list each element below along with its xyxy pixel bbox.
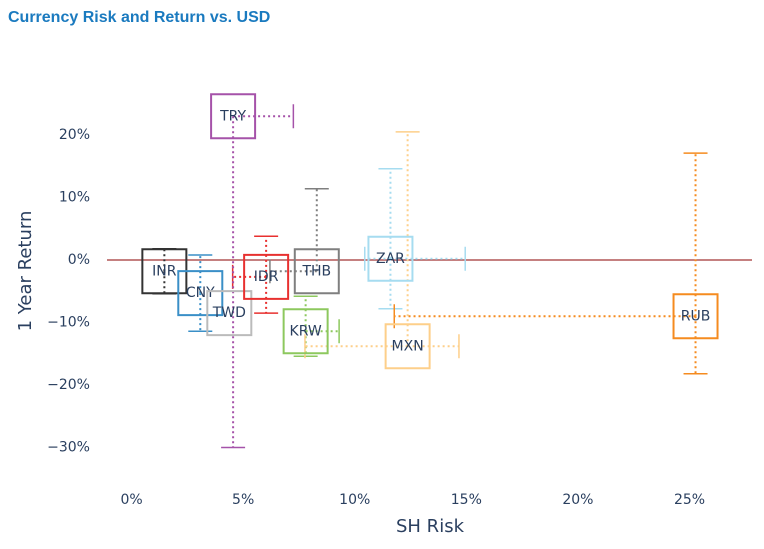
x-tick-label: 25% xyxy=(674,492,705,508)
y-tick-label: 0% xyxy=(68,252,90,268)
point-label: CNY xyxy=(186,285,215,301)
point-label: MXN xyxy=(392,338,424,354)
y-tick-label: −30% xyxy=(47,440,90,456)
x-axis-title: SH Risk xyxy=(396,516,465,537)
point-label: THB xyxy=(301,263,331,279)
point xyxy=(210,93,257,140)
point xyxy=(384,323,431,370)
x-tick-label: 15% xyxy=(451,492,482,508)
point-label: KRW xyxy=(290,323,322,339)
y-tick-label: 20% xyxy=(59,127,90,143)
point-label: RUB xyxy=(681,308,711,324)
y-tick-label: −20% xyxy=(47,377,90,393)
chart-title: Currency Risk and Return vs. USD xyxy=(8,9,270,26)
y-tick-label: 10% xyxy=(59,190,90,206)
point xyxy=(293,248,340,295)
point xyxy=(672,293,719,340)
point xyxy=(243,253,290,300)
point-label: IDR xyxy=(254,269,279,285)
x-tick-label: 20% xyxy=(562,492,593,508)
point xyxy=(206,290,253,337)
y-tick-label: −10% xyxy=(47,315,90,331)
x-tick-label: 10% xyxy=(339,492,370,508)
point xyxy=(282,308,329,355)
point-label: TRY xyxy=(219,108,246,124)
point xyxy=(367,235,414,282)
x-tick-label: 5% xyxy=(232,492,254,508)
point-label: TWD xyxy=(212,305,246,321)
y-axis-title: 1 Year Return xyxy=(15,211,36,332)
point-label: ZAR xyxy=(376,251,405,267)
point xyxy=(177,270,224,317)
point-label: INR xyxy=(152,263,177,279)
x-tick-label: 0% xyxy=(120,492,142,508)
